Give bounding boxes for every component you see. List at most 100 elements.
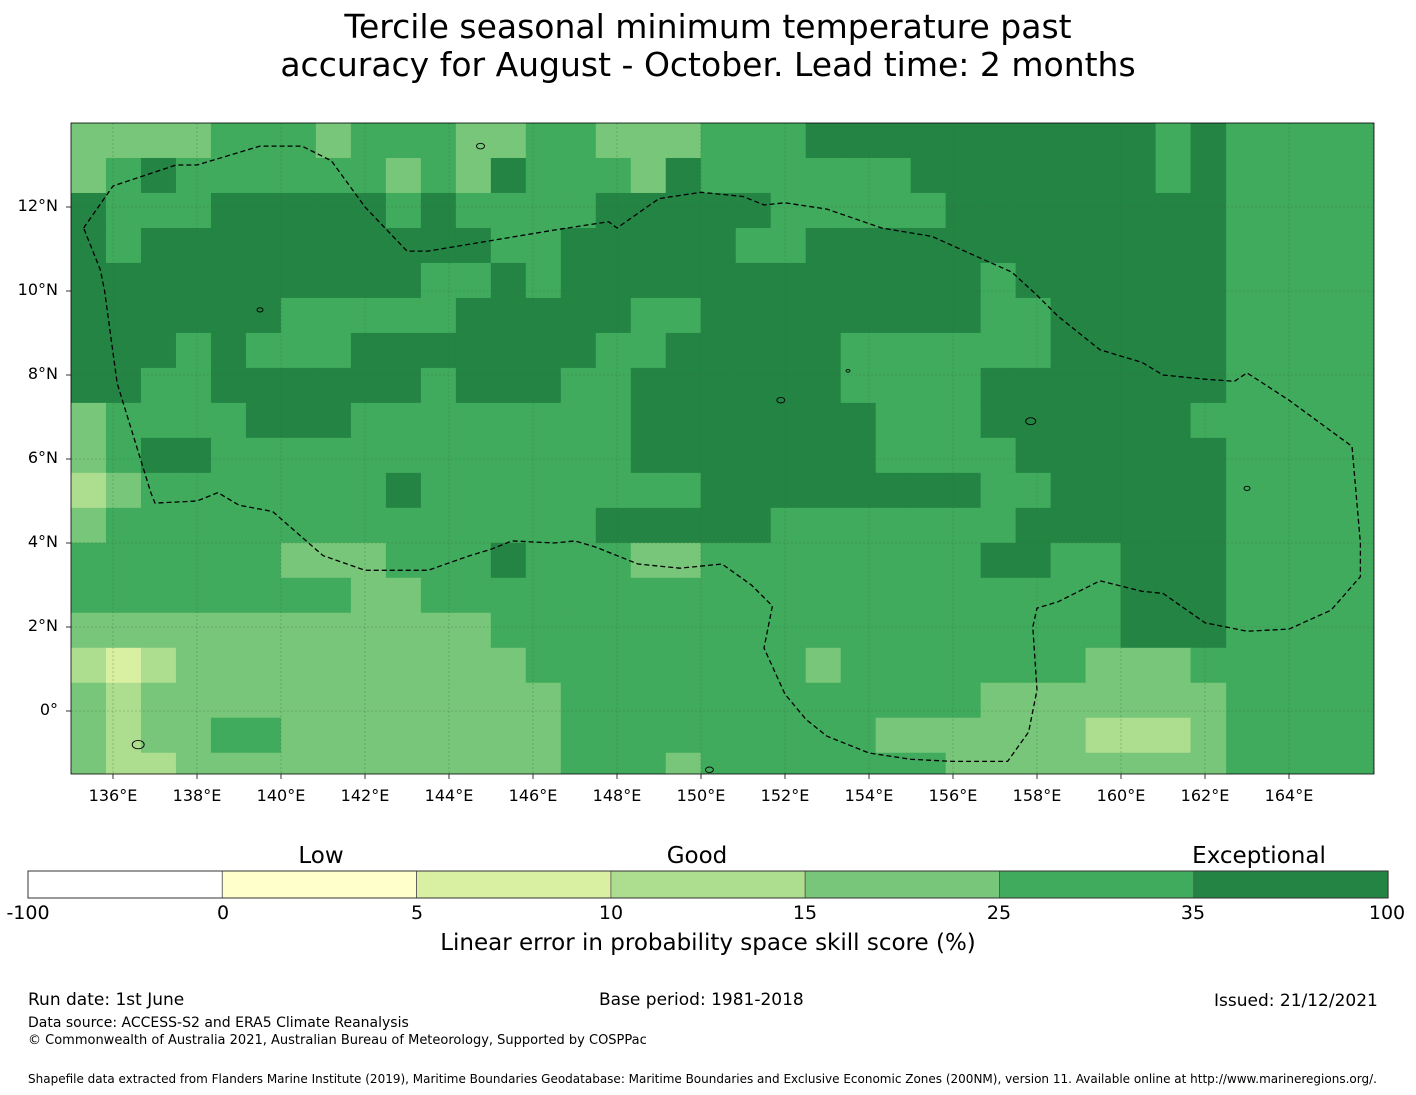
grid-cell: [280, 752, 317, 774]
grid-cell: [981, 823, 1017, 859]
grid-cell: [420, 507, 457, 544]
grid-cell: [420, 647, 457, 684]
grid-cell: [140, 612, 177, 649]
grid-cell: [71, 472, 107, 509]
grid-cell: [105, 682, 142, 719]
grid-cell: [735, 542, 772, 579]
island-outline: [845, 368, 851, 373]
grid-cell: [456, 823, 492, 859]
grid-cell: [735, 752, 772, 774]
grid-cell: [630, 402, 667, 439]
grid-cell: [910, 577, 947, 614]
grid-cell: [350, 262, 387, 299]
grid-cell: [525, 332, 562, 369]
grid-cell: [945, 612, 982, 649]
grid-cell: [840, 682, 877, 719]
grid-cell: [455, 472, 492, 509]
grid-cell: [840, 437, 877, 474]
grid-cell: [735, 717, 772, 754]
grid-cell: [105, 402, 142, 439]
grid-cell: [105, 367, 142, 404]
grid-cell: [105, 472, 142, 509]
grid-cell: [490, 682, 527, 719]
grid-cell: [910, 123, 947, 159]
grid-cell: [1015, 157, 1052, 194]
grid-cell: [945, 542, 982, 579]
grid-cell: [770, 542, 807, 579]
grid-cell: [735, 402, 772, 439]
grid-cell: [385, 507, 422, 544]
grid-cell: [1015, 402, 1052, 439]
grid-cell: [875, 647, 912, 684]
colorbar-segment: [804, 870, 1000, 899]
grid-cell: [490, 577, 527, 614]
grid-cell: [875, 157, 912, 194]
grid-cell: [71, 823, 107, 859]
grid-cell: [490, 157, 527, 194]
grid-cell: [1120, 402, 1157, 439]
grid-cell: [175, 437, 212, 474]
grid-cell: [491, 823, 527, 859]
grid-cell: [280, 192, 317, 229]
grid-cell: [630, 437, 667, 474]
grid-cell: [280, 682, 317, 719]
grid-cell: [841, 823, 877, 859]
colorbar-title: Linear error in probability space skill …: [440, 930, 976, 956]
grid-cell: [1015, 123, 1052, 159]
grid-cell: [490, 507, 527, 544]
grid-cell: [1120, 227, 1157, 264]
grid-cell: [805, 227, 842, 264]
grid-cell: [840, 157, 877, 194]
grid-cell: [140, 297, 177, 334]
grid-cell: [1120, 577, 1157, 614]
grid-cell: [71, 752, 107, 774]
grid-cell: [1085, 402, 1122, 439]
grid-cell: [315, 752, 352, 774]
grid-cell: [315, 577, 352, 614]
grid-cell: [770, 262, 807, 299]
map-title-line-1: Tercile seasonal minimum temperature pas…: [344, 7, 1072, 46]
grid-cell: [175, 542, 212, 579]
grid-cell: [455, 682, 492, 719]
grid-cell: [700, 262, 737, 299]
grid-cell: [560, 577, 597, 614]
grid-cell: [1190, 507, 1227, 544]
grid-cell: [350, 612, 387, 649]
grid-cell: [980, 157, 1017, 194]
grid-cell: [1085, 682, 1122, 719]
grid-cell: [105, 752, 142, 774]
grid-cell: [875, 437, 912, 474]
grid-cell: [1085, 752, 1122, 774]
grid-cell: [805, 542, 842, 579]
grid-cell: [280, 612, 317, 649]
grid-cell: [735, 577, 772, 614]
grid-cell: [910, 332, 947, 369]
colorbar-tick-label: 100: [1368, 902, 1406, 924]
grid-cell: [980, 437, 1017, 474]
grid-cell: [980, 682, 1017, 719]
lon-label-140e: 140°E: [256, 786, 306, 805]
grid-cell: [700, 367, 737, 404]
grid-cell: [385, 157, 422, 194]
grid-cell: [210, 717, 247, 754]
colorbar-tick-label: 15: [792, 902, 818, 924]
grid-cell: [945, 262, 982, 299]
grid-cell: [420, 297, 457, 334]
grid-cell: [490, 437, 527, 474]
grid-cell: [420, 682, 457, 719]
island-outline: [476, 142, 485, 150]
grid-cell: [385, 577, 422, 614]
grid-cell: [210, 542, 247, 579]
grid-cell: [665, 297, 702, 334]
grid-cell: [350, 507, 387, 544]
grid-cell: [315, 542, 352, 579]
grid-cell: [1085, 472, 1122, 509]
grid-cell: [665, 227, 702, 264]
grid-cell: [560, 542, 597, 579]
grid-cell: [455, 157, 492, 194]
grid-cell: [455, 612, 492, 649]
grid-cell: [420, 262, 457, 299]
grid-cell: [980, 542, 1017, 579]
grid-cell: [875, 612, 912, 649]
grid-cell: [630, 612, 667, 649]
